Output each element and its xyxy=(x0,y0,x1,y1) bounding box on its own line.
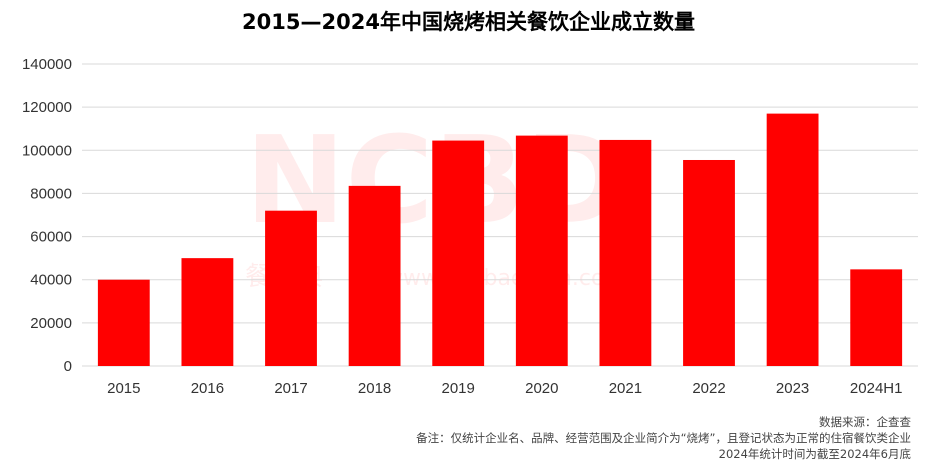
x-tick-label: 2015 xyxy=(107,380,140,397)
watermark-url: www.canbaodian.com xyxy=(385,266,626,291)
y-tick-label: 0 xyxy=(64,358,72,375)
bar xyxy=(683,159,735,366)
period-note: 2024年统计时间为截至2024年6月底 xyxy=(718,447,911,461)
x-axis: 2015 2016 2017 2018 2019 2020 2021 2022 2023 2024… xyxy=(107,380,902,397)
y-tick-label: 60000 xyxy=(30,229,72,246)
bar xyxy=(766,113,819,366)
x-tick-label: 2016 xyxy=(191,380,224,397)
y-axis: 0 20000 40000 60000 80000 100000 120000 140000 xyxy=(22,56,72,375)
x-tick-label: 2024H1 xyxy=(850,380,903,397)
bar xyxy=(599,139,652,366)
chart-notes: 数据来源：企查查 备注：仅统计企业名、品牌、经营范围及企业简介为“烧烤”，且登记… xyxy=(416,414,911,462)
y-tick-label: 100000 xyxy=(22,142,72,159)
x-tick-label: 2017 xyxy=(274,380,307,397)
y-tick-label: 140000 xyxy=(22,56,72,73)
bar xyxy=(97,279,150,366)
x-tick-label: 2019 xyxy=(442,380,475,397)
bar xyxy=(265,210,317,366)
y-tick-label: 80000 xyxy=(30,185,72,202)
x-tick-label: 2022 xyxy=(692,380,725,397)
x-tick-label: 2018 xyxy=(358,380,391,397)
bars xyxy=(97,113,903,366)
bar xyxy=(850,269,903,366)
bar xyxy=(181,258,234,366)
data-source: 数据来源：企查查 xyxy=(819,415,911,429)
chart-title: 2015—2024年中国烧烤相关餐饮企业成立数量 xyxy=(242,10,695,34)
x-tick-label: 2023 xyxy=(776,380,809,397)
y-tick-label: 40000 xyxy=(30,272,72,289)
y-tick-label: 120000 xyxy=(22,99,72,116)
x-tick-label: 2020 xyxy=(525,380,558,397)
bar xyxy=(432,140,485,366)
y-tick-label: 20000 xyxy=(30,315,72,332)
bar xyxy=(348,185,401,366)
remark: 备注：仅统计企业名、品牌、经营范围及企业简介为“烧烤”，且登记状态为正常的住宿餐… xyxy=(416,431,911,445)
x-tick-label: 2021 xyxy=(609,380,642,397)
bar xyxy=(515,135,568,366)
